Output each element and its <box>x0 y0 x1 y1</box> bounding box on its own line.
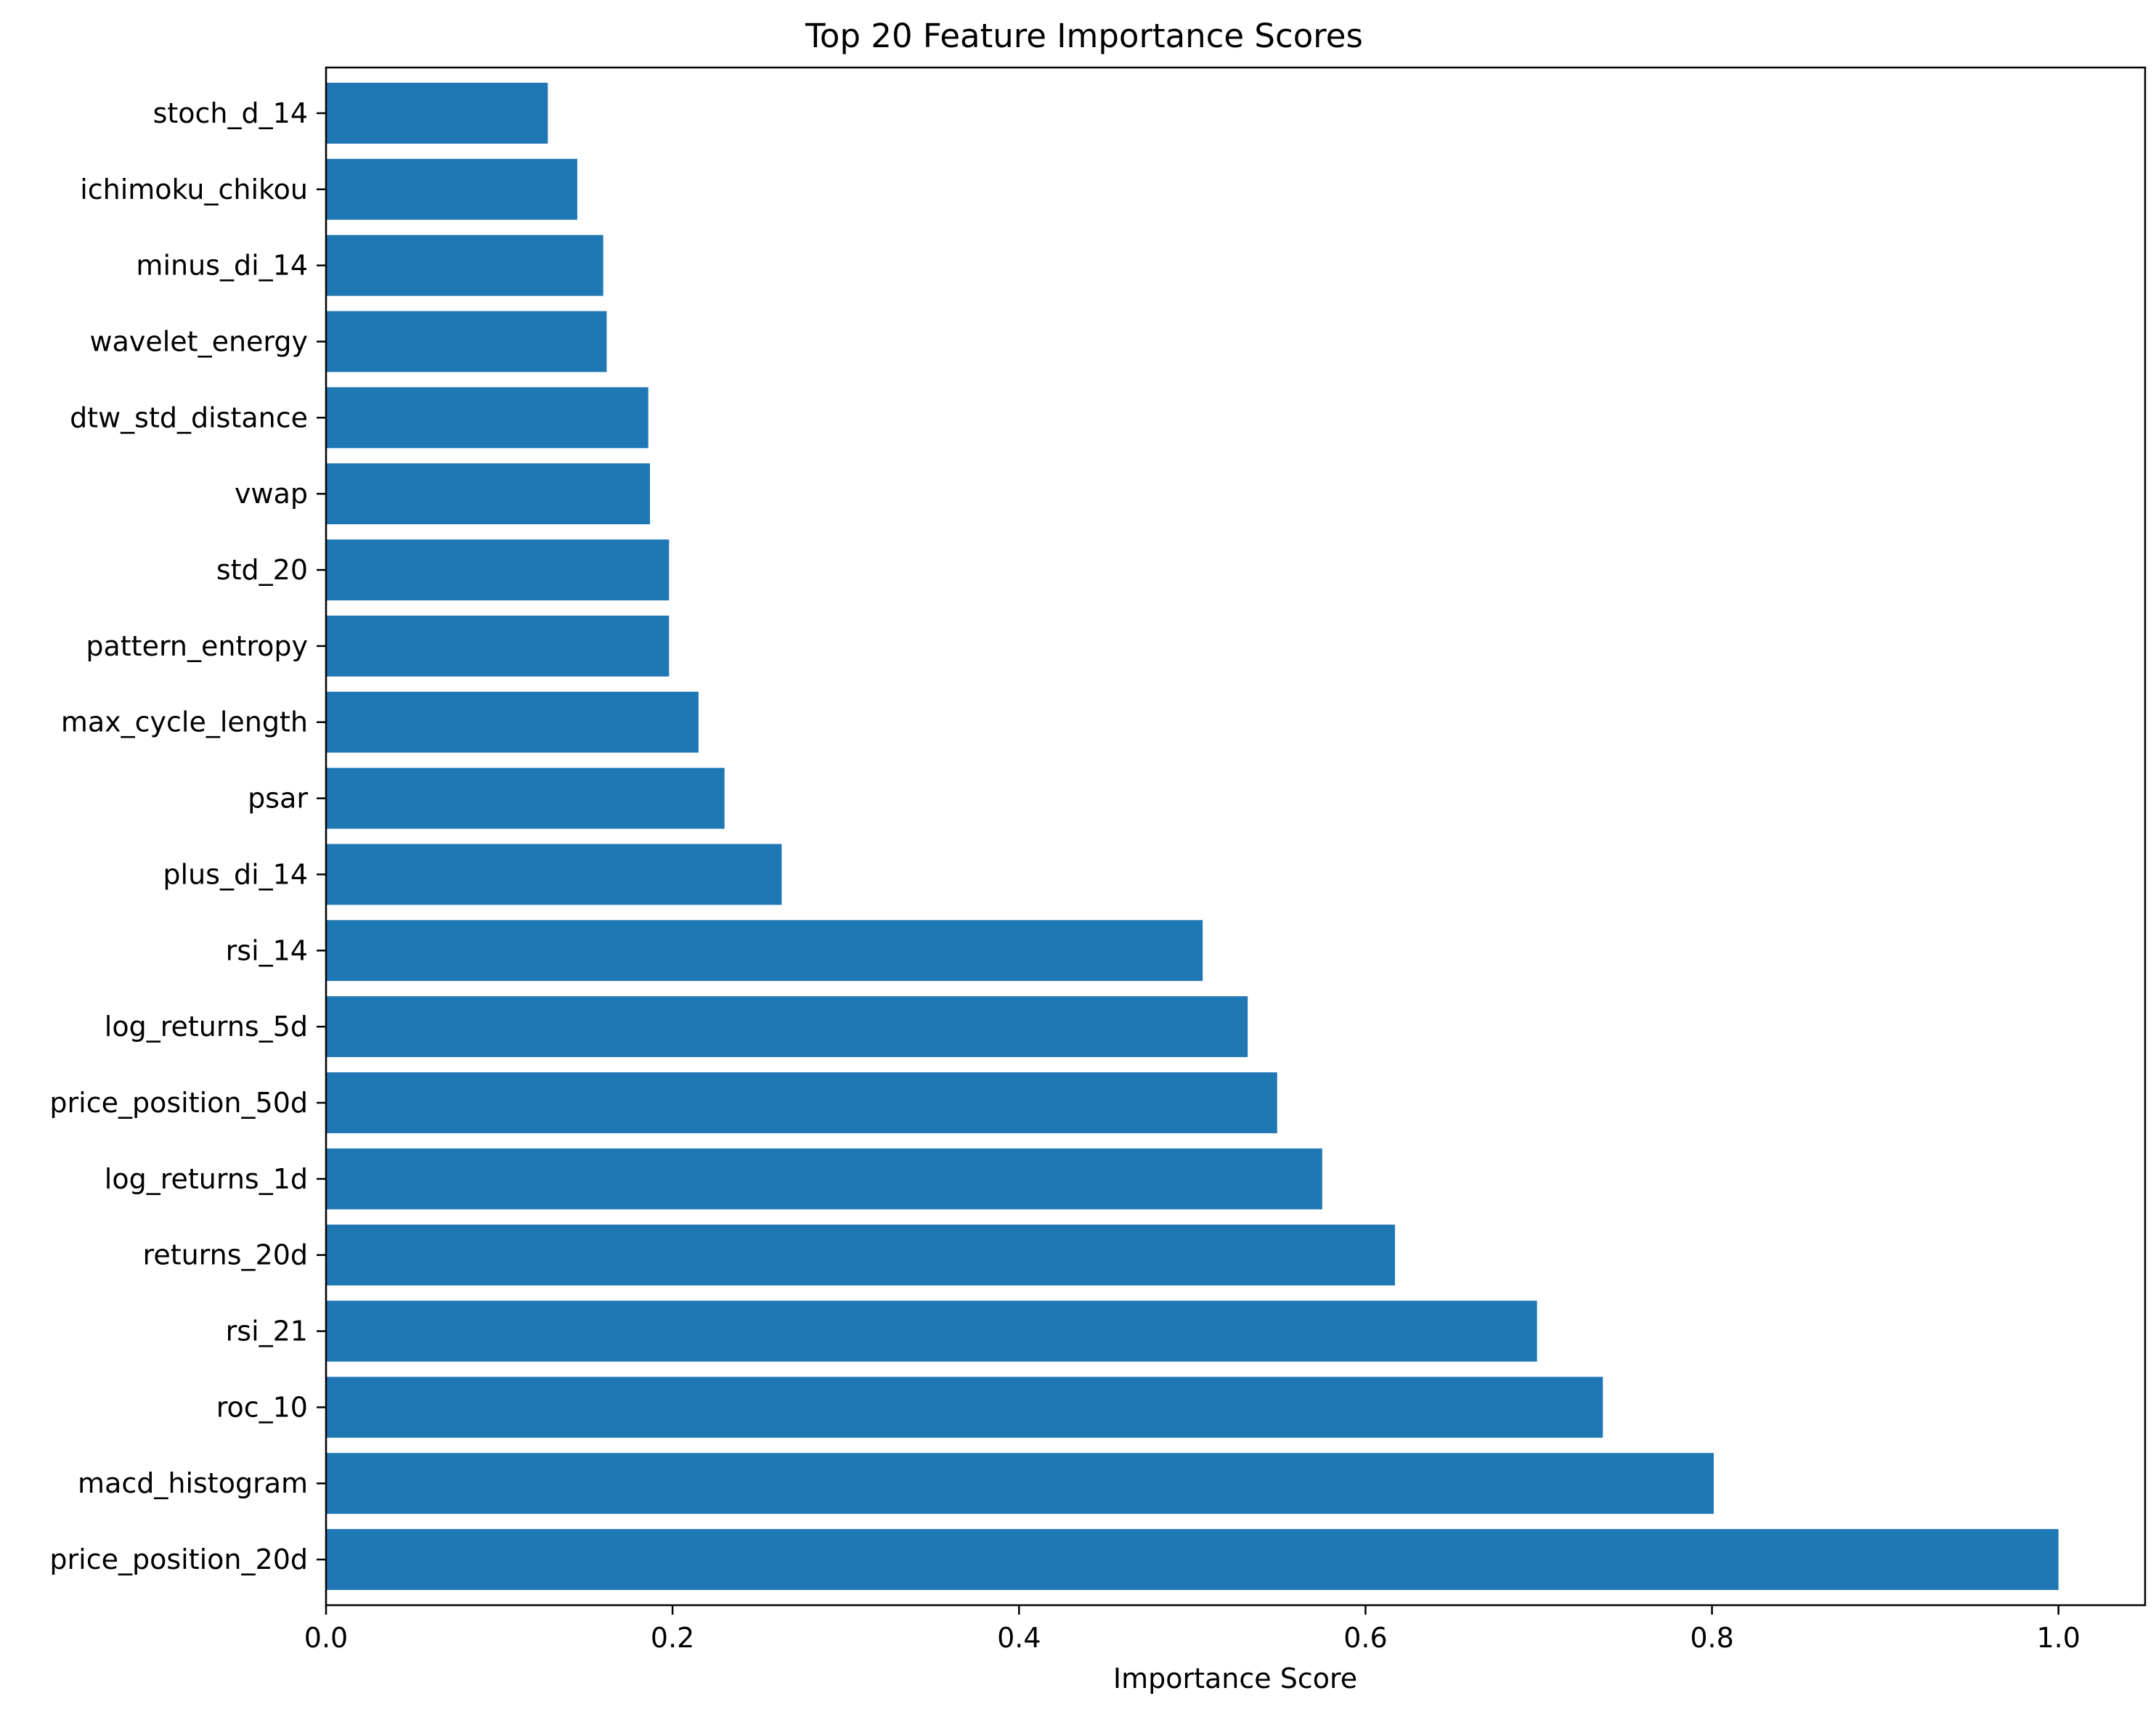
x-tick-label: 0.6 <box>1343 1622 1387 1654</box>
bars-group <box>326 82 2059 1591</box>
bar-stoch_d_14 <box>326 82 548 144</box>
y-tick-label: max_cycle_length <box>61 706 308 738</box>
bar-log_returns_5d <box>326 996 1248 1058</box>
y-tick-label: price_position_20d <box>49 1543 308 1575</box>
bar-psar <box>326 767 725 829</box>
x-tick-label: 0.0 <box>304 1622 348 1654</box>
bar-std_20 <box>326 539 670 600</box>
y-tick-label: log_returns_5d <box>105 1011 308 1043</box>
y-tick-label: dtw_std_distance <box>70 401 308 433</box>
y-tick-label: stoch_d_14 <box>153 97 308 129</box>
x-tick-label: 0.8 <box>1690 1622 1733 1654</box>
bar-rsi_14 <box>326 920 1203 982</box>
x-tick-label: 0.4 <box>997 1622 1041 1654</box>
x-axis-ticks: 0.0 0.2 0.4 0.6 0.8 1.0 <box>304 1605 2080 1654</box>
y-tick-label: pattern_entropy <box>86 630 308 662</box>
y-tick-label: minus_di_14 <box>136 250 308 282</box>
y-tick-label: std_20 <box>216 554 308 586</box>
bar-vwap <box>326 463 651 525</box>
y-tick-label: macd_histogram <box>78 1467 308 1499</box>
chart-title: Top 20 Feature Importance Scores <box>805 17 1363 55</box>
y-axis-ticks: price_position_20d macd_histogram roc_10 rs… <box>49 97 326 1575</box>
plot-frame <box>325 66 2147 1607</box>
y-tick-label: log_returns_1d <box>105 1163 308 1195</box>
y-tick-label: rsi_14 <box>226 934 308 966</box>
x-axis-label: Importance Score <box>1113 1663 1357 1694</box>
bar-price_position_20d <box>326 1529 2059 1591</box>
y-tick-label: returns_20d <box>143 1239 308 1271</box>
y-tick-label: ichimoku_chikou <box>80 174 308 205</box>
y-tick-label: plus_di_14 <box>163 858 308 890</box>
bar-log_returns_1d <box>326 1148 1322 1210</box>
y-tick-label: price_position_50d <box>49 1087 308 1119</box>
y-tick-label: wavelet_energy <box>90 325 308 357</box>
bar-pattern_entropy <box>326 615 670 677</box>
x-tick-label: 0.2 <box>651 1622 694 1654</box>
bar-wavelet_energy <box>326 311 607 372</box>
bar-returns_20d <box>326 1224 1395 1286</box>
bar-plus_di_14 <box>326 844 782 905</box>
y-tick-label: roc_10 <box>216 1391 308 1423</box>
y-tick-label: rsi_21 <box>226 1316 308 1347</box>
bar-price_position_50d <box>326 1072 1277 1133</box>
bar-dtw_std_distance <box>326 387 648 449</box>
bar-rsi_21 <box>326 1300 1537 1362</box>
bar-macd_histogram <box>326 1453 1714 1514</box>
x-tick-label: 1.0 <box>2036 1622 2080 1654</box>
bar-ichimoku_chikou <box>326 158 577 220</box>
y-tick-label: vwap <box>235 478 308 510</box>
y-tick-label: psar <box>248 783 308 815</box>
bar-minus_di_14 <box>326 234 603 296</box>
bar-roc_10 <box>326 1377 1603 1438</box>
bar-max_cycle_length <box>326 691 699 753</box>
